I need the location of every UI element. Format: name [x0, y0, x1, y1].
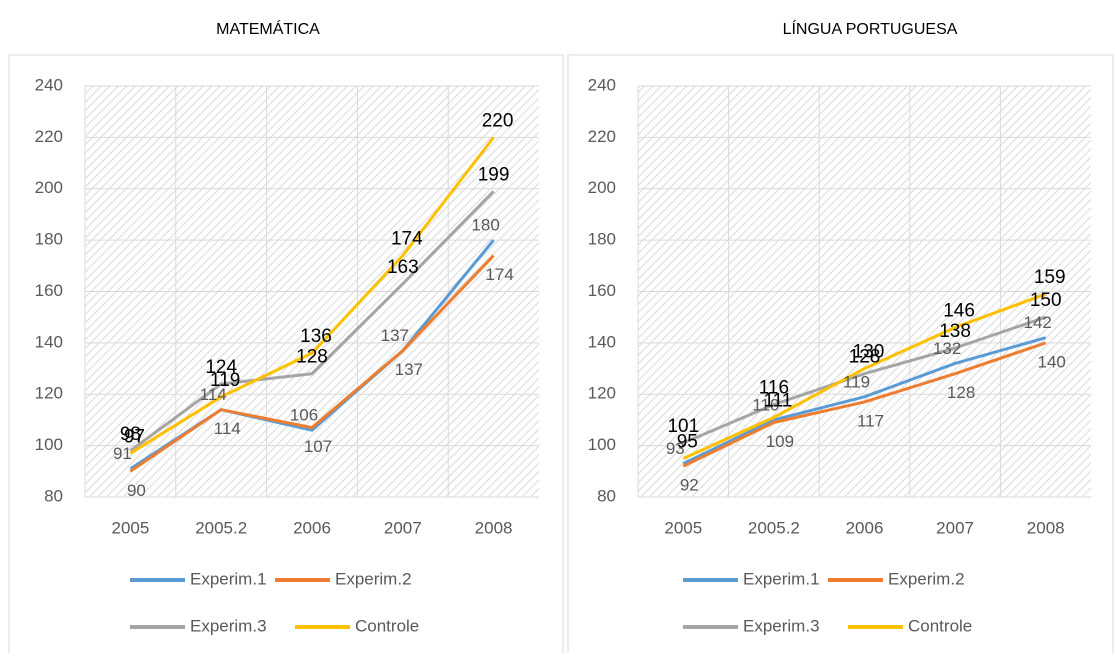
- series-line: [129, 190, 495, 452]
- data-label: 117: [857, 411, 884, 430]
- series-line: [682, 336, 1047, 465]
- y-tick-label: 200: [35, 178, 63, 197]
- x-tick-label: 2005.2: [195, 518, 247, 537]
- data-label: 142: [1024, 313, 1052, 332]
- y-tick-label: 200: [588, 178, 616, 197]
- data-label: 128: [947, 383, 975, 402]
- data-label: 146: [943, 300, 975, 321]
- data-label: 159: [1034, 267, 1066, 288]
- y-tick-label: 220: [588, 127, 616, 146]
- data-label: 220: [482, 110, 514, 131]
- x-tick-label: 2006: [293, 518, 331, 537]
- series-line: [129, 136, 495, 455]
- y-tick-label: 120: [35, 384, 63, 403]
- data-label: 114: [214, 419, 241, 438]
- data-label: 128: [849, 347, 881, 368]
- data-label: 140: [1038, 352, 1066, 371]
- data-label: 199: [478, 164, 510, 185]
- data-label: 107: [304, 437, 332, 456]
- data-label: 91: [113, 444, 132, 463]
- data-label: 92: [680, 476, 699, 495]
- legend-label: Experim.2: [335, 569, 412, 588]
- data-label: 90: [127, 481, 146, 500]
- data-label: 128: [296, 347, 328, 368]
- data-label: 138: [939, 321, 971, 342]
- chart-title: LÍNGUA PORTUGUESA: [783, 19, 958, 38]
- data-label: 137: [381, 326, 409, 345]
- data-label: 106: [290, 406, 318, 425]
- y-tick-label: 160: [35, 281, 63, 300]
- x-tick-label: 2007: [384, 518, 422, 537]
- data-label: 174: [485, 265, 513, 284]
- x-tick-label: 2006: [846, 518, 884, 537]
- y-tick-label: 80: [44, 486, 63, 505]
- y-tick-label: 100: [35, 435, 63, 454]
- data-label: 136: [300, 326, 332, 347]
- data-label: 93: [666, 439, 685, 458]
- legend-label: Experim.1: [743, 569, 820, 588]
- series-line: [682, 292, 1047, 460]
- x-tick-label: 2005: [111, 518, 149, 537]
- y-tick-label: 140: [35, 332, 63, 351]
- y-tick-label: 100: [588, 435, 616, 454]
- y-tick-label: 140: [588, 332, 616, 351]
- legend-label: Controle: [355, 616, 419, 635]
- data-label: 132: [933, 339, 961, 358]
- x-tick-label: 2005: [664, 518, 702, 537]
- data-label: 110: [752, 395, 779, 414]
- chart-title: MATEMÁTICA: [216, 19, 320, 38]
- series-line: [129, 254, 495, 473]
- x-tick-label: 2008: [475, 518, 513, 537]
- x-tick-label: 2007: [936, 518, 974, 537]
- y-tick-label: 180: [588, 230, 616, 249]
- x-tick-label: 2005.2: [748, 518, 800, 537]
- data-label: 111: [763, 390, 792, 411]
- legend-label: Controle: [908, 616, 972, 635]
- series-line: [682, 341, 1047, 468]
- data-label: 150: [1030, 290, 1062, 311]
- data-label: 137: [395, 360, 423, 379]
- data-label: 163: [387, 257, 419, 278]
- data-label: 124: [205, 357, 237, 378]
- y-tick-label: 220: [35, 127, 63, 146]
- legend-label: Experim.3: [743, 616, 820, 635]
- data-label: 116: [759, 378, 789, 399]
- data-label: 114: [200, 385, 227, 404]
- series-line: [682, 315, 1047, 445]
- legend-label: Experim.3: [190, 616, 267, 635]
- data-label: 130: [853, 342, 885, 363]
- y-tick-label: 180: [35, 230, 63, 249]
- y-tick-label: 80: [597, 486, 616, 505]
- data-label: 109: [766, 432, 794, 451]
- data-label: 97: [124, 426, 145, 447]
- data-label: 119: [210, 370, 240, 391]
- y-tick-label: 240: [35, 75, 63, 94]
- x-tick-label: 2008: [1027, 518, 1065, 537]
- data-label: 98: [120, 424, 141, 445]
- y-tick-label: 120: [588, 384, 616, 403]
- data-label: 180: [471, 216, 499, 235]
- legend-label: Experim.2: [888, 569, 965, 588]
- y-tick-label: 240: [588, 75, 616, 94]
- legend-label: Experim.1: [190, 569, 267, 588]
- data-label: 101: [667, 416, 699, 437]
- y-tick-label: 160: [588, 281, 616, 300]
- data-label: 119: [843, 372, 870, 391]
- data-label: 174: [391, 229, 423, 250]
- data-label: 95: [677, 431, 698, 452]
